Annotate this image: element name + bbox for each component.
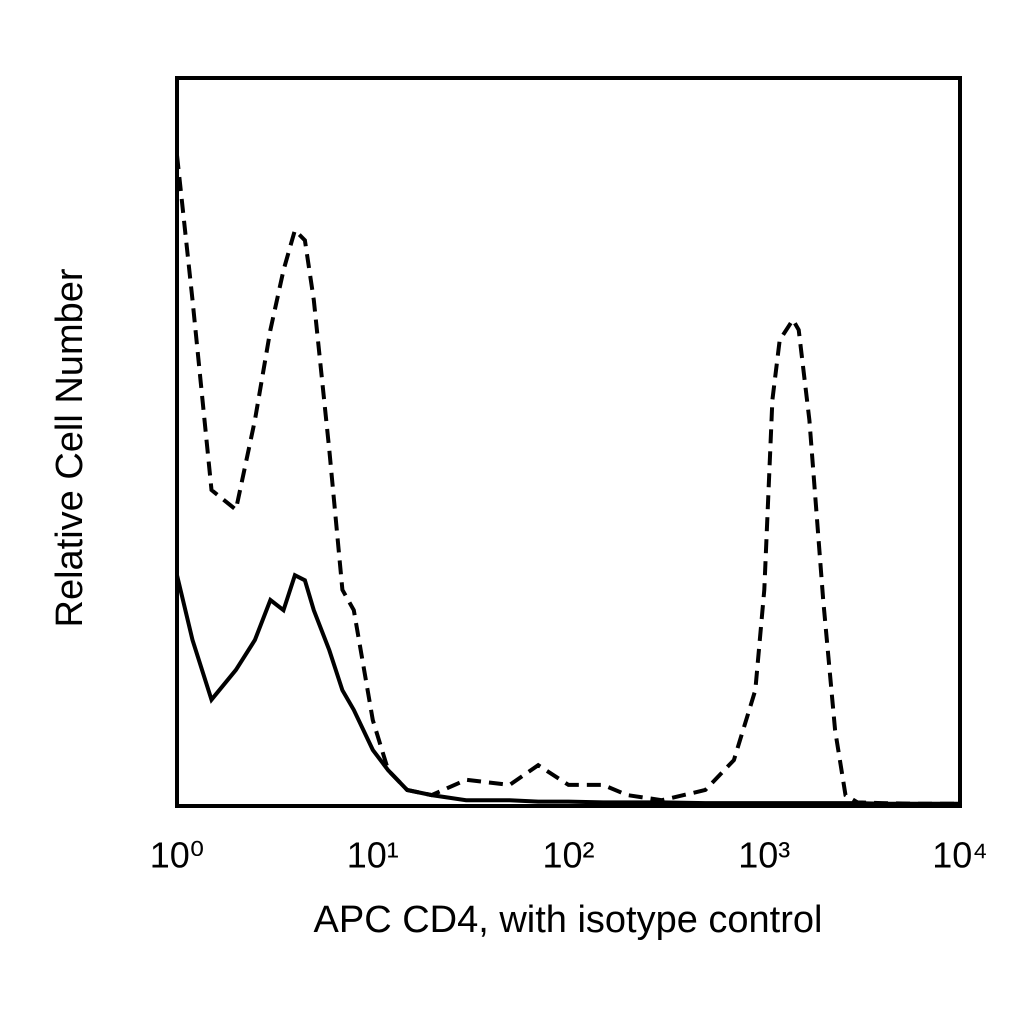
x-axis-label: APC CD4, with isotype control bbox=[314, 899, 823, 941]
plot-frame bbox=[175, 76, 962, 808]
x-tick-label: 10⁴ bbox=[932, 835, 988, 876]
x-tick-label: 10² bbox=[542, 835, 594, 876]
x-tick-label: 10³ bbox=[738, 835, 790, 876]
histogram-line bbox=[175, 572, 960, 806]
histogram-line bbox=[175, 154, 960, 806]
y-axis-label: Relative Cell Number bbox=[49, 268, 91, 627]
x-tick-label: 10¹ bbox=[347, 835, 399, 876]
x-tick-label: 10⁰ bbox=[150, 835, 204, 876]
